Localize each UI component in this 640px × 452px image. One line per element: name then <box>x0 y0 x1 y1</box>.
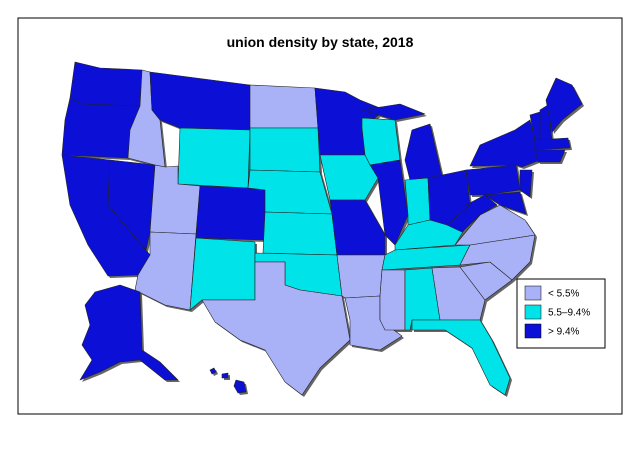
state <box>404 177 431 226</box>
state <box>361 117 401 166</box>
state <box>465 164 521 196</box>
state <box>201 261 351 396</box>
legend-label: < 5.5% <box>548 289 580 300</box>
legend-label: 5.5–9.4% <box>548 308 590 319</box>
us-map <box>61 61 583 396</box>
state <box>262 211 338 256</box>
state <box>195 185 266 241</box>
state <box>177 127 251 189</box>
state <box>233 379 247 394</box>
state <box>519 169 533 198</box>
state <box>107 159 156 251</box>
state <box>411 319 511 396</box>
state <box>209 367 217 375</box>
state <box>61 97 141 159</box>
state <box>361 103 426 121</box>
state <box>319 154 379 201</box>
state <box>379 269 406 331</box>
state <box>336 254 386 299</box>
legend-swatch <box>524 304 542 320</box>
legend-label: > 9.4% <box>548 327 580 338</box>
state <box>249 84 319 129</box>
state <box>431 266 486 321</box>
state <box>221 372 229 379</box>
legend-swatch <box>524 323 542 339</box>
legend-swatch <box>524 285 542 301</box>
state <box>534 137 571 151</box>
map-title: union density by state, 2018 <box>227 34 414 50</box>
state <box>545 77 583 133</box>
state <box>249 127 321 173</box>
state <box>189 237 256 311</box>
legend: < 5.5% 5.5–9.4% > 9.4% <box>516 278 606 349</box>
state <box>484 191 527 215</box>
state <box>79 284 179 381</box>
state <box>534 149 566 163</box>
